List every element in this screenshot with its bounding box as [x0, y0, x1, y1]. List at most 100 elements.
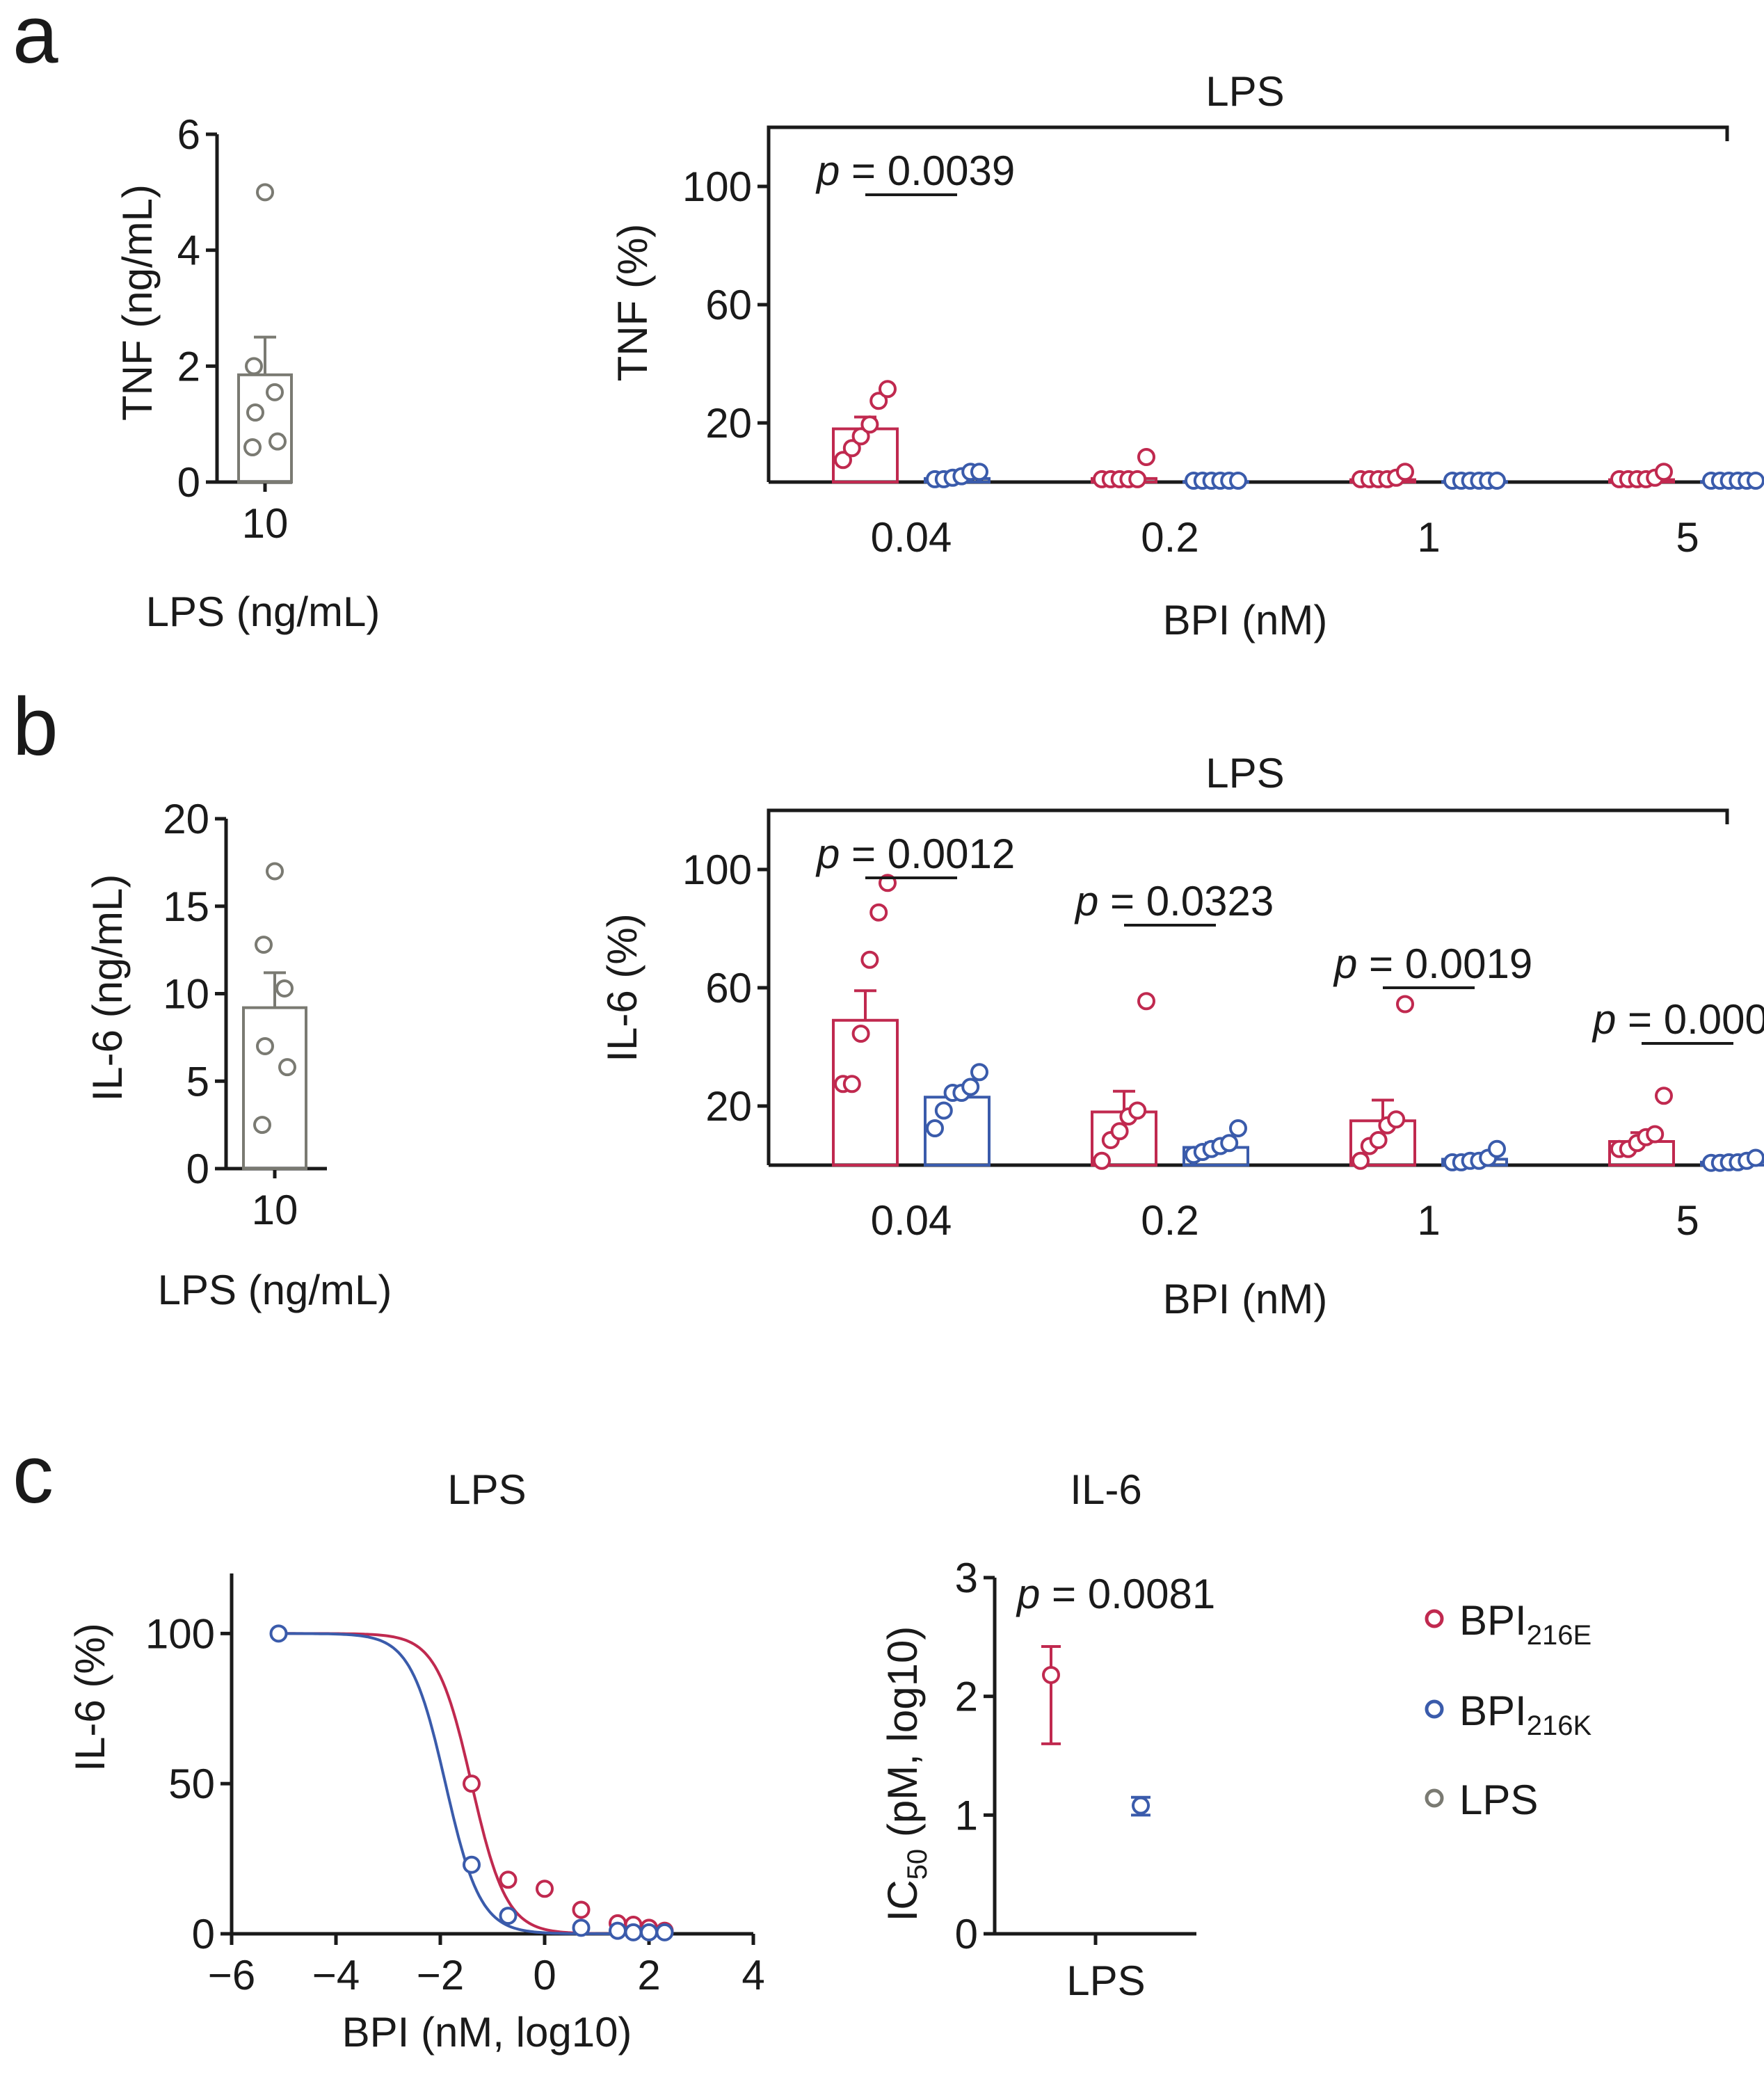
- point-bpi216e: [1137, 992, 1155, 1011]
- x-tick-label: 1: [1417, 1197, 1440, 1244]
- x-tick-label: 0.04: [871, 514, 952, 561]
- point-bpi216k: [934, 1101, 953, 1120]
- y-tick-label: 60: [705, 965, 752, 1011]
- point-bpi216k: [961, 1077, 980, 1096]
- point-bpi216e: [1137, 448, 1155, 466]
- point-bpi216e: [1093, 1151, 1111, 1170]
- legend-item-bpi216e: BPI216E: [1425, 1597, 1591, 1651]
- x-tick-label: 5: [1676, 514, 1699, 561]
- data-point: [256, 1036, 274, 1055]
- y-tick-label: 4: [177, 227, 200, 274]
- x-axis-label: BPI (nM, log10): [342, 2009, 632, 2056]
- tnf-ngml-chart: TNF (ng/mL) LPS (ng/mL) 0 2 4 6 10: [114, 111, 380, 635]
- x-axis-label: LPS (ng/mL): [146, 588, 380, 635]
- y-tick-label: 0: [955, 1911, 978, 1957]
- point-bpi216e: [1646, 1125, 1665, 1144]
- y-axis-label: IL-6 (%): [599, 913, 646, 1061]
- lps-bracket: [767, 125, 1729, 141]
- x-axis-label: BPI (nM): [1163, 597, 1328, 643]
- x-tick-label: 0.2: [1141, 1197, 1198, 1244]
- x-axis-label: LPS (ng/mL): [158, 1267, 392, 1313]
- x-axis-label: LPS: [1066, 1957, 1145, 2004]
- y-axis-label: TNF (%): [609, 224, 656, 382]
- y-tick-label: 10: [163, 971, 209, 1018]
- legend-item-lps: LPS: [1425, 1777, 1538, 1823]
- point-bpi216e: [572, 1900, 591, 1919]
- point-bpi216e: [869, 903, 888, 922]
- y-tick-label: 100: [682, 163, 752, 210]
- y-tick-label: 50: [168, 1761, 215, 1807]
- p-value-label: p = 0.0019: [1333, 940, 1532, 987]
- y-tick-label: 20: [163, 796, 209, 842]
- point-bpi216k: [624, 1923, 643, 1941]
- y-tick-label: 100: [145, 1610, 215, 1657]
- y-tick-label: 0: [177, 459, 200, 506]
- point-bpi216k: [970, 463, 988, 481]
- x-tick-label: 0: [533, 1952, 556, 1998]
- x-tick-label: 10: [242, 500, 289, 547]
- data-point: [278, 1058, 296, 1077]
- y-axis-label: IC50 (pM, log10): [879, 1626, 933, 1922]
- ic50-chart: IL-6 IC50 (pM, log10) LPS 0 1 2 3 p = 0.0081: [879, 1466, 1215, 2004]
- point-bpi216k: [655, 1923, 674, 1941]
- point-bpi216k: [1488, 472, 1506, 490]
- legend-label-bpi216k: BPI216K: [1459, 1688, 1591, 1741]
- point-bpi216e: [1110, 1122, 1129, 1141]
- point-bpi216k: [1220, 1134, 1239, 1153]
- legend-marker-bpi216k: [1425, 1699, 1444, 1719]
- data-point: [243, 438, 262, 456]
- point-bpi216e: [1352, 1151, 1370, 1170]
- y-tick-label: 20: [705, 1083, 752, 1130]
- point-bpi216e: [842, 1075, 861, 1093]
- chart-title: IL-6: [1070, 1466, 1141, 1513]
- data-point: [246, 403, 264, 422]
- data-point: [266, 862, 284, 881]
- point-bpi216e: [463, 1774, 481, 1793]
- point-bpi216e: [1655, 463, 1673, 481]
- point-bpi216e: [536, 1880, 554, 1898]
- p-value-label: p = 0.0012: [815, 831, 1015, 877]
- y-tick-label: 2: [955, 1674, 978, 1720]
- chart-title: LPS: [447, 1466, 526, 1513]
- il6-ngml-chart: IL-6 (ng/mL) LPS (ng/mL) 0 5 10 15 20 10: [84, 796, 392, 1313]
- legend-label-lps: LPS: [1459, 1777, 1538, 1823]
- x-tick-label: −6: [208, 1952, 255, 1998]
- point-bpi216k: [1229, 472, 1247, 490]
- x-tick-label: −2: [417, 1952, 464, 1998]
- fit-curve-bpi216k: [278, 1632, 665, 1935]
- point-bpi216e: [1128, 470, 1147, 488]
- point-bpi216k: [463, 1855, 481, 1874]
- y-tick-label: 6: [177, 111, 200, 158]
- y-tick-label: 2: [177, 343, 200, 390]
- x-tick-label: 0.2: [1141, 514, 1198, 561]
- y-axis-label: IL-6 (ng/mL): [84, 874, 131, 1102]
- x-tick-label: 4: [741, 1952, 764, 1998]
- data-point: [245, 357, 263, 376]
- point-bpi216e: [879, 380, 897, 399]
- point-bpi216k: [572, 1918, 591, 1937]
- x-axis-label: BPI (nM): [1163, 1276, 1328, 1322]
- chart-title: LPS: [1205, 68, 1284, 115]
- point-bpi216e: [1128, 1101, 1147, 1120]
- point-bpi216k: [609, 1921, 627, 1940]
- y-tick-label: 0: [186, 1146, 209, 1192]
- point-bpi216k: [269, 1624, 288, 1643]
- data-point: [268, 432, 287, 451]
- legend-label-bpi216e: BPI216E: [1459, 1597, 1591, 1651]
- point-bpi216e: [1396, 995, 1414, 1014]
- chart-title: LPS: [1205, 750, 1284, 796]
- data-point: [253, 1116, 271, 1135]
- point-bpi216e: [1396, 463, 1414, 481]
- x-tick-label: −4: [312, 1952, 360, 1998]
- x-tick-label: 0.04: [871, 1197, 952, 1244]
- dose-response-chart: LPS IL-6 (%) BPI (nM, log10) 0 50 100 −6 −4 −…: [67, 1466, 765, 2056]
- point-bpi216e: [1042, 1665, 1060, 1684]
- y-tick-label: 0: [192, 1911, 215, 1957]
- y-axis-label: TNF (ng/mL): [114, 184, 161, 421]
- y-tick-label: 15: [163, 883, 209, 930]
- point-bpi216e: [834, 451, 852, 470]
- legend-item-bpi216k: BPI216K: [1425, 1688, 1591, 1741]
- lps-bar: [242, 1006, 307, 1170]
- x-tick-label: 2: [637, 1952, 660, 1998]
- point-bpi216k: [1229, 1119, 1247, 1137]
